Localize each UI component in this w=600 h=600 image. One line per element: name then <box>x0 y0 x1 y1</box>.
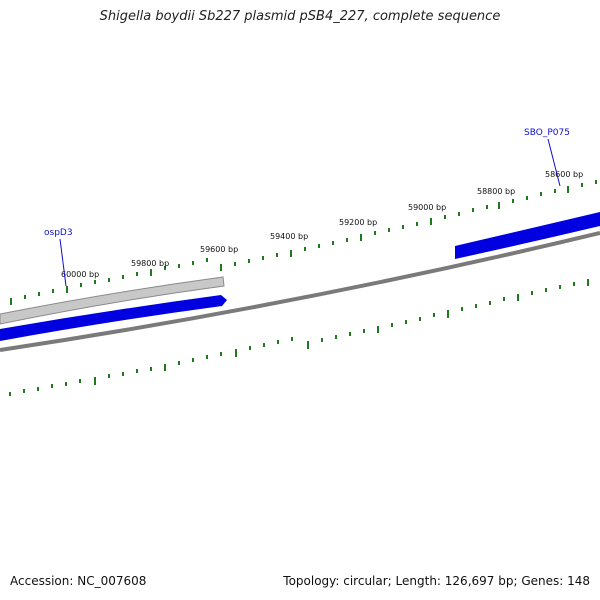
map-title: Shigella boydii Sb227 plasmid pSB4_227, … <box>99 9 501 24</box>
accession-label: Accession: NC_007608 <box>10 574 147 588</box>
SBO_P075-leader-line <box>547 138 561 187</box>
tick-label-59600: 59600 bp <box>200 245 238 254</box>
tick-label-59400: 59400 bp <box>270 232 308 241</box>
gene-label-SBO_P075[interactable]: SBO_P075 <box>524 128 570 138</box>
inner-tick-ring <box>9 279 589 396</box>
tick-label-58800: 58800 bp <box>477 187 515 196</box>
tick-label-59000: 59000 bp <box>408 203 446 212</box>
gene-labels: ospD3 SBO_P075 <box>44 128 570 287</box>
forward-gene-ospD3[interactable] <box>0 295 227 341</box>
gene-label-ospD3[interactable]: ospD3 <box>44 228 73 238</box>
plasmid-backbone <box>0 231 600 352</box>
tick-label-59800: 59800 bp <box>131 259 169 268</box>
tick-label-58600: 58600 bp <box>545 170 583 179</box>
tick-label-60000: 60000 bp <box>61 270 99 279</box>
summary-label: Topology: circular; Length: 126,697 bp; … <box>283 574 590 588</box>
reverse-gene-segment[interactable] <box>0 276 225 325</box>
tick-labels: 60000 bp 59800 bp 59600 bp 59400 bp 5920… <box>61 170 583 279</box>
outer-tick-ring <box>10 180 597 305</box>
ospD3-leader-line <box>59 238 67 287</box>
tick-label-59200: 59200 bp <box>339 218 377 227</box>
forward-gene-SBO_P075[interactable] <box>455 212 600 259</box>
